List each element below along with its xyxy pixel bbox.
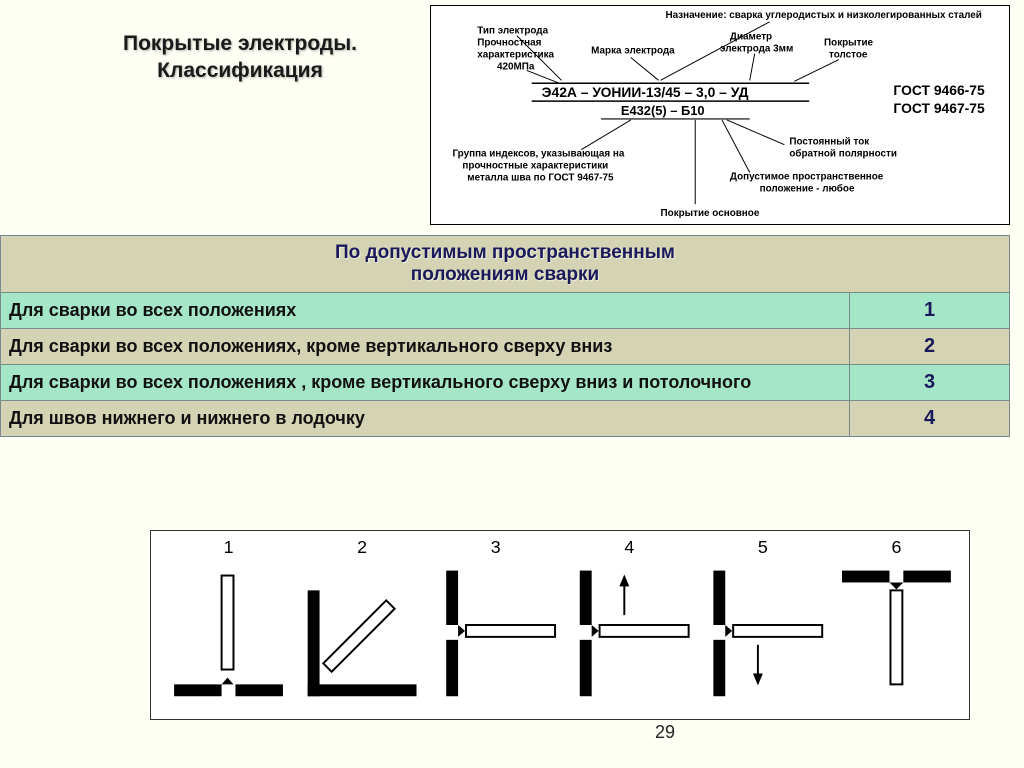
- page-number: 29: [655, 722, 675, 743]
- row-text: Для сварки во всех положениях: [1, 293, 850, 329]
- group-idx-l1: Группа индексов, указывающая на: [452, 149, 624, 160]
- row-num: 1: [850, 293, 1010, 329]
- pos-label-1: 1: [224, 537, 234, 557]
- welding-positions-table: По допустимым пространственным положения…: [0, 235, 1010, 437]
- pos-label-2: 2: [357, 537, 367, 557]
- sub-code: Е432(5) – Б10: [621, 103, 705, 118]
- brand-label: Марка электрода: [591, 46, 675, 57]
- coating-basic: Покрытие основное: [661, 208, 760, 219]
- pos-label-5: 5: [758, 537, 768, 557]
- group-idx-l2: прочностные характеристики: [462, 161, 608, 172]
- table-header: По допустимым пространственным положения…: [1, 236, 1010, 293]
- coating-thick-l1: Покрытие: [824, 38, 874, 49]
- pos-2-icon: [308, 590, 417, 696]
- dc-rev-l1: Постоянный ток: [789, 137, 869, 148]
- pos-label-3: 3: [491, 537, 501, 557]
- row-text: Для сварки во всех положениях, кроме вер…: [1, 329, 850, 365]
- coating-thick-l2: толстое: [829, 50, 868, 61]
- strength-l2: характеристика: [477, 50, 554, 61]
- gost2: ГОСТ 9467-75: [893, 100, 985, 116]
- pos-any-l2: положение - любое: [760, 183, 855, 194]
- table-row: Для сварки во всех положениях, кроме вер…: [1, 329, 1010, 365]
- main-code: Э42А – УОНИИ-13/45 – 3,0 – УД: [542, 84, 749, 100]
- pos-1-icon: [174, 576, 283, 697]
- electrode-designation-diagram: Назначение: сварка углеродистых и низкол…: [430, 5, 1010, 225]
- pos-4-icon: [580, 571, 689, 697]
- type-label: Тип электрода: [477, 26, 548, 37]
- dc-rev-l2: обратной полярности: [789, 149, 897, 160]
- row-num: 3: [850, 365, 1010, 401]
- row-text: Для швов нижнего и нижнего в лодочку: [1, 401, 850, 437]
- table-header-l2: положениям сварки: [9, 264, 1001, 286]
- pos-6-icon: [842, 571, 951, 685]
- row-text: Для сварки во всех положениях , кроме ве…: [1, 365, 850, 401]
- table-header-l1: По допустимым пространственным: [9, 242, 1001, 264]
- pos-label-6: 6: [891, 537, 901, 557]
- pos-label-4: 4: [624, 537, 634, 557]
- group-idx-l3: металла шва по ГОСТ 9467-75: [467, 172, 614, 183]
- pos-3-icon: [446, 571, 555, 697]
- diam-l1: Диаметр: [730, 32, 772, 43]
- positions-diagram: 1 2 3 4 5 6: [150, 530, 970, 720]
- row-num: 2: [850, 329, 1010, 365]
- pos-any-l1: Допустимое пространственное: [730, 171, 884, 182]
- gost1: ГОСТ 9466-75: [893, 82, 985, 98]
- table-row: Для швов нижнего и нижнего в лодочку 4: [1, 401, 1010, 437]
- table-row: Для сварки во всех положениях , кроме ве…: [1, 365, 1010, 401]
- strength-l3: 420МПа: [497, 61, 535, 72]
- purpose-label: Назначение: сварка углеродистых и низкол…: [666, 10, 982, 21]
- row-num: 4: [850, 401, 1010, 437]
- table-row: Для сварки во всех положениях 1: [1, 293, 1010, 329]
- title-line1: Покрытые электроды.: [123, 32, 357, 55]
- strength-l1: Прочностная: [477, 38, 541, 49]
- page-title: Покрытые электроды. Классификация: [90, 30, 390, 85]
- title-line2: Классификация: [157, 59, 323, 82]
- pos-5-icon: [713, 571, 822, 697]
- diam-l2: электрода 3мм: [720, 44, 793, 55]
